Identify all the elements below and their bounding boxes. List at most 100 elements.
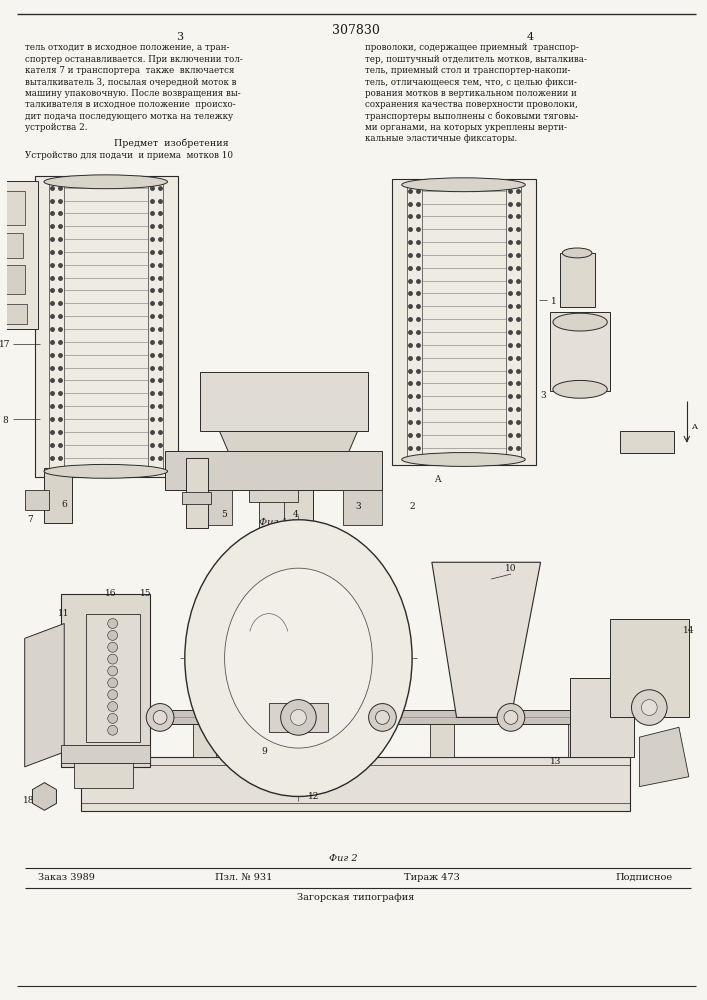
Bar <box>62 745 150 763</box>
Text: Фиг 2: Фиг 2 <box>329 854 357 863</box>
Text: A: A <box>433 475 440 484</box>
Ellipse shape <box>402 178 525 192</box>
Text: 14: 14 <box>683 626 694 635</box>
Text: 3: 3 <box>176 32 183 42</box>
Text: 6: 6 <box>62 500 67 509</box>
Bar <box>249 490 298 502</box>
Bar <box>86 614 140 742</box>
Ellipse shape <box>146 704 174 731</box>
Text: 5: 5 <box>221 510 227 519</box>
Ellipse shape <box>225 568 373 748</box>
Ellipse shape <box>553 380 607 398</box>
Circle shape <box>107 619 117 628</box>
Text: 17: 17 <box>0 340 11 349</box>
Circle shape <box>107 713 117 723</box>
Bar <box>199 372 368 431</box>
Bar <box>74 763 134 788</box>
Bar <box>269 465 313 525</box>
Ellipse shape <box>553 313 607 331</box>
Text: кальные эластичные фиксаторы.: кальные эластичные фиксаторы. <box>365 134 517 143</box>
Ellipse shape <box>44 175 168 189</box>
Text: 7: 7 <box>27 515 33 524</box>
Text: A: A <box>691 423 697 431</box>
Bar <box>81 757 629 811</box>
Text: транспортеры выполнены с боковыми тяговы-: транспортеры выполнены с боковыми тяговы… <box>365 112 578 121</box>
Text: 10: 10 <box>506 564 517 573</box>
Text: 11: 11 <box>57 609 69 618</box>
Ellipse shape <box>276 710 291 724</box>
Bar <box>619 431 674 453</box>
Polygon shape <box>639 727 689 787</box>
Text: А·А: А·А <box>279 547 298 556</box>
Circle shape <box>107 654 117 664</box>
Ellipse shape <box>368 704 397 731</box>
Text: 4: 4 <box>527 32 534 42</box>
Text: Устройство для подачи  и приема  мотков 10: Устройство для подачи и приема мотков 10 <box>25 151 233 160</box>
Text: тель, отличающееся тем, что, с целью фикси-: тель, отличающееся тем, что, с целью фик… <box>365 78 576 87</box>
Text: Подписное: Подписное <box>616 873 673 882</box>
Text: 2: 2 <box>409 502 415 511</box>
Text: кателя 7 и транспортера  также  включается: кателя 7 и транспортера также включается <box>25 66 234 75</box>
Text: дит подача последующего мотка на тележку: дит подача последующего мотка на тележку <box>25 112 233 121</box>
Circle shape <box>107 702 117 711</box>
Text: спортер останавливается. При включении тол-: спортер останавливается. При включении т… <box>25 55 243 64</box>
Bar <box>311 712 335 757</box>
Ellipse shape <box>44 464 168 478</box>
Bar <box>430 712 454 757</box>
Text: 15: 15 <box>139 589 151 598</box>
Bar <box>101 710 575 724</box>
Text: ми органами, на которых укреплены верти-: ми органами, на которых укреплены верти- <box>365 123 567 132</box>
Bar <box>609 619 689 717</box>
Ellipse shape <box>375 710 390 724</box>
Text: Предмет  изобретения: Предмет изобретения <box>114 138 228 148</box>
Bar <box>114 712 137 757</box>
Ellipse shape <box>185 520 412 796</box>
Bar <box>0 181 37 329</box>
Bar <box>269 703 328 732</box>
Bar <box>561 253 595 307</box>
Text: 3: 3 <box>355 502 361 511</box>
Bar <box>193 712 216 757</box>
Bar <box>45 468 72 523</box>
Text: Заказ 3989: Заказ 3989 <box>37 873 95 882</box>
Circle shape <box>107 666 117 676</box>
Circle shape <box>107 642 117 652</box>
Ellipse shape <box>504 710 518 724</box>
Text: рования мотков в вертикальном положении и: рования мотков в вертикальном положении … <box>365 89 576 98</box>
Polygon shape <box>432 562 541 717</box>
Text: выталкиватель 3, посылая очередной моток в: выталкиватель 3, посылая очередной моток… <box>25 78 236 87</box>
Text: машину упаковочную. После возвращения вы-: машину упаковочную. После возвращения вы… <box>25 89 240 98</box>
Bar <box>259 490 284 528</box>
Bar <box>0 265 25 294</box>
Text: Пзл. № 931: Пзл. № 931 <box>216 873 273 882</box>
Bar <box>343 490 382 525</box>
Circle shape <box>107 630 117 640</box>
Polygon shape <box>62 594 150 767</box>
Text: 16: 16 <box>105 589 117 598</box>
Text: сохранения качества поверхности проволоки,: сохранения качества поверхности проволок… <box>365 100 578 109</box>
Polygon shape <box>25 624 64 767</box>
Bar <box>0 304 27 324</box>
Text: 12: 12 <box>308 792 319 801</box>
Bar <box>188 490 232 525</box>
Bar <box>186 458 208 528</box>
Ellipse shape <box>497 704 525 731</box>
Text: устройства 2.: устройства 2. <box>25 123 87 132</box>
Text: 13: 13 <box>550 757 561 766</box>
Bar <box>35 176 178 477</box>
Text: 8: 8 <box>2 416 8 425</box>
Text: Тираж 473: Тираж 473 <box>404 873 460 882</box>
Text: 307830: 307830 <box>332 24 380 37</box>
Bar <box>551 312 609 391</box>
Ellipse shape <box>562 248 592 258</box>
Text: 3: 3 <box>541 391 547 400</box>
Text: тель отходит в исходное положение, а тран-: тель отходит в исходное положение, а тра… <box>25 43 229 52</box>
Bar <box>165 451 382 490</box>
Bar <box>392 179 536 465</box>
Text: Фиг 1: Фиг 1 <box>259 518 288 527</box>
Circle shape <box>107 690 117 700</box>
Text: тель, приемный стол и транспортер-накопи-: тель, приемный стол и транспортер-накопи… <box>365 66 570 75</box>
Bar <box>0 233 23 258</box>
Circle shape <box>281 700 316 735</box>
Bar <box>25 490 49 510</box>
